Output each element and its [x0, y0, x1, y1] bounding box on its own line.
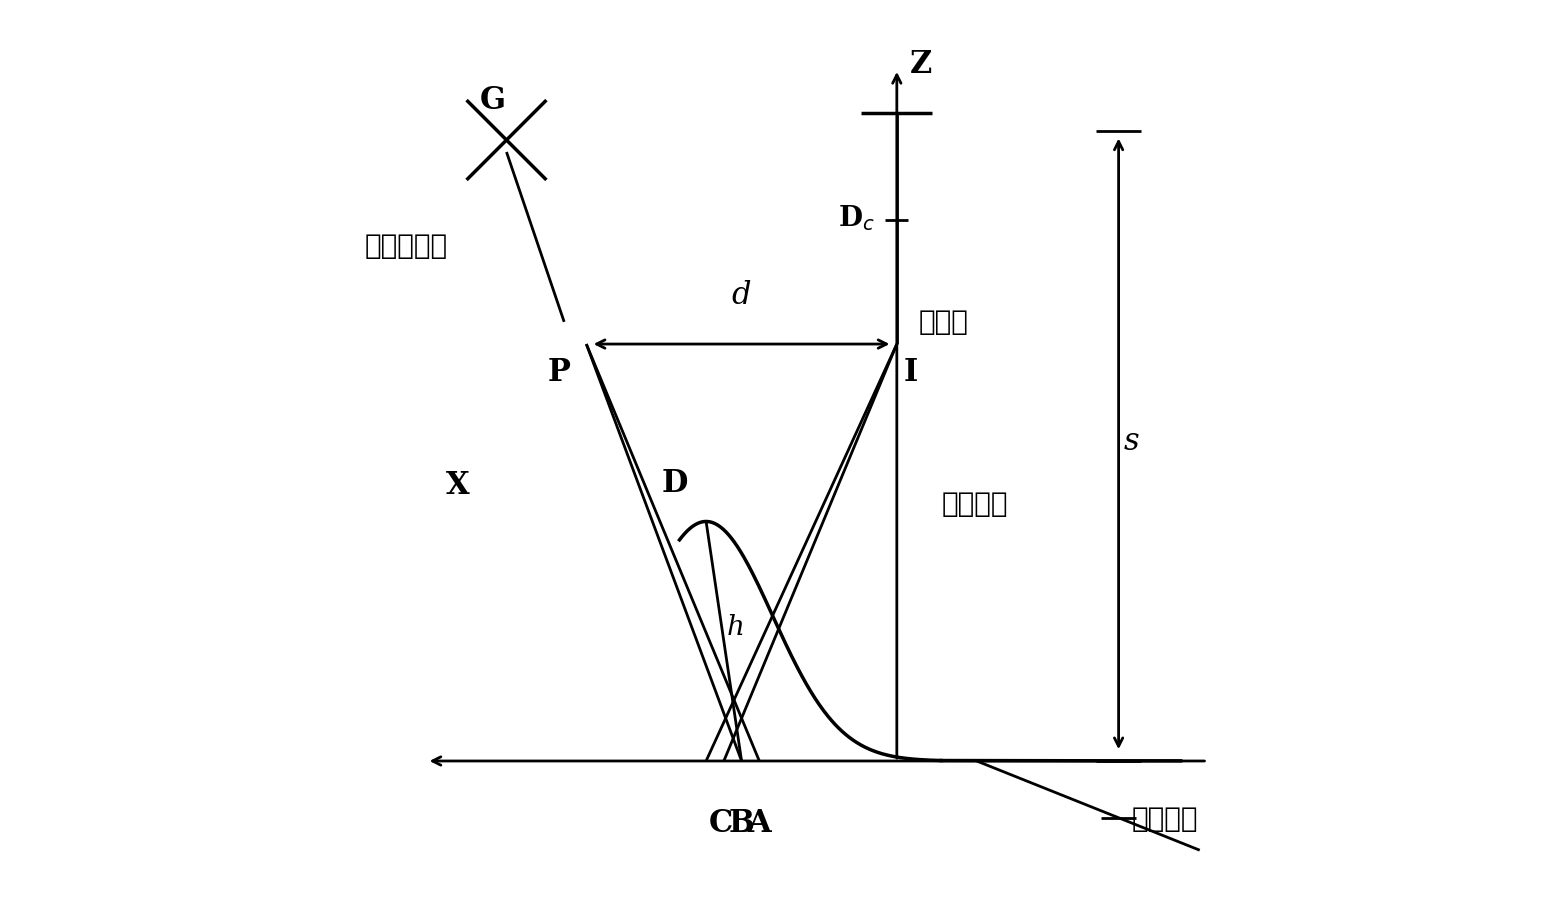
Text: 摄像机: 摄像机	[919, 308, 969, 336]
Text: X: X	[445, 470, 469, 502]
Text: P: P	[547, 358, 570, 388]
Text: h: h	[727, 614, 744, 642]
Text: D: D	[663, 469, 688, 499]
Text: s: s	[1124, 426, 1139, 457]
Text: B: B	[728, 807, 755, 839]
Text: 参考平面: 参考平面	[1132, 805, 1199, 833]
Text: D$_c$: D$_c$	[838, 204, 875, 233]
Text: A: A	[747, 807, 771, 839]
Text: 被测物体: 被测物体	[941, 490, 1008, 518]
Text: G: G	[480, 85, 506, 115]
Text: Z: Z	[910, 50, 933, 80]
Text: C: C	[710, 807, 733, 839]
Text: 条纹投影器: 条纹投影器	[364, 232, 447, 260]
Text: I: I	[903, 358, 917, 388]
Text: d: d	[731, 279, 752, 311]
